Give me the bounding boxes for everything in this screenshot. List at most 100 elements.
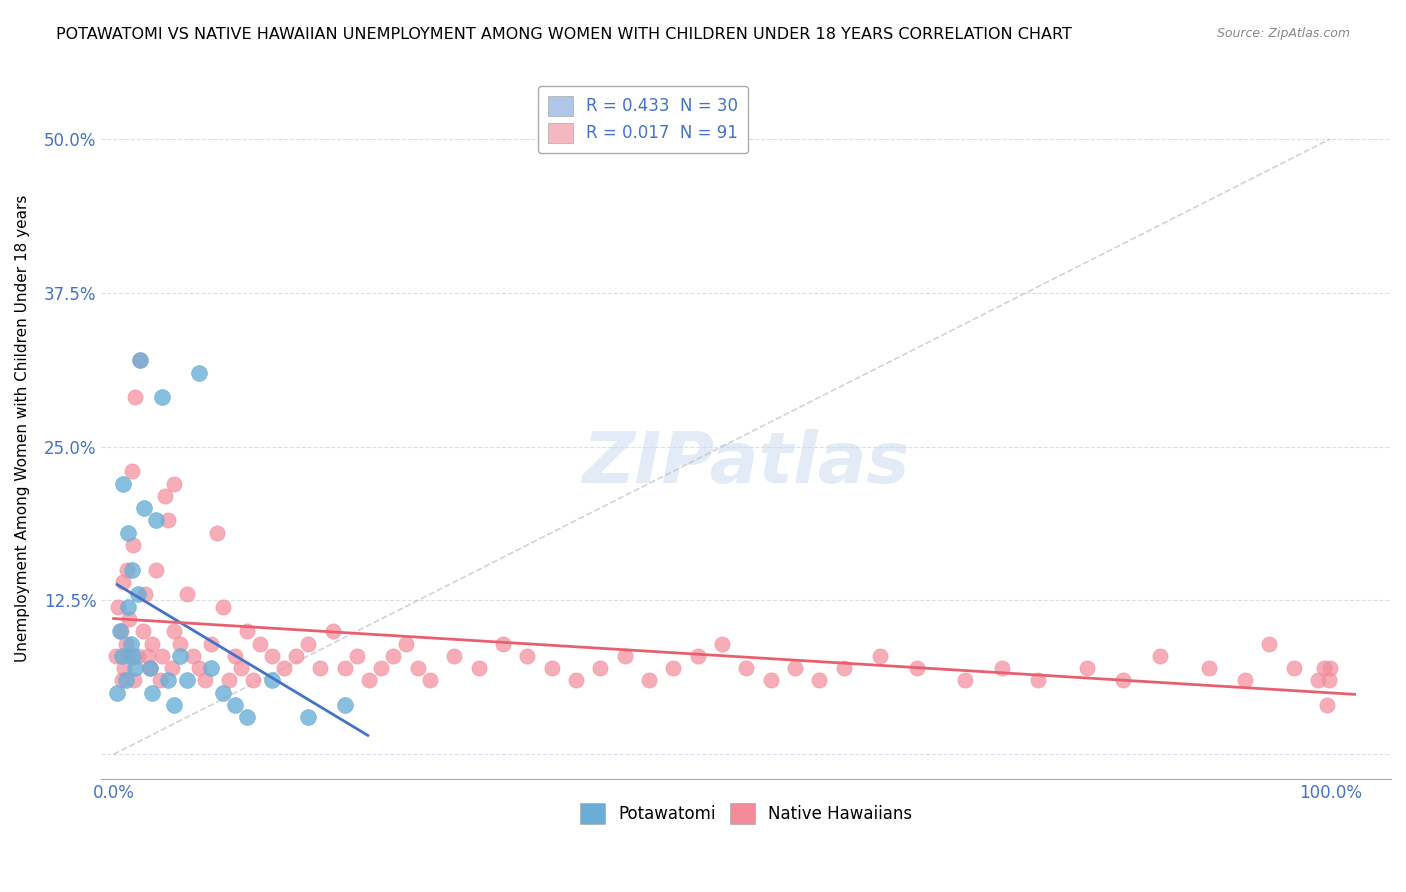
- Point: [236, 624, 259, 639]
- Point: [181, 648, 204, 663]
- Point: [114, 661, 136, 675]
- Point: [783, 661, 806, 675]
- Text: ZIPatlas: ZIPatlas: [582, 429, 910, 498]
- Point: [540, 661, 562, 675]
- Point: [236, 710, 259, 724]
- Point: [346, 648, 368, 663]
- Point: [357, 673, 380, 688]
- Point: [169, 648, 191, 663]
- Point: [260, 673, 283, 688]
- Point: [516, 648, 538, 663]
- Point: [260, 648, 283, 663]
- Point: [134, 587, 156, 601]
- Point: [492, 636, 515, 650]
- Point: [1317, 673, 1340, 688]
- Point: [150, 648, 173, 663]
- Point: [1319, 661, 1341, 675]
- Point: [107, 599, 129, 614]
- Point: [176, 587, 198, 601]
- Point: [111, 673, 134, 688]
- Point: [565, 673, 588, 688]
- Point: [759, 673, 782, 688]
- Point: [105, 686, 128, 700]
- Point: [333, 661, 356, 675]
- Point: [419, 673, 441, 688]
- Point: [467, 661, 489, 675]
- Point: [1315, 698, 1337, 712]
- Point: [176, 673, 198, 688]
- Point: [710, 636, 733, 650]
- Point: [333, 698, 356, 712]
- Point: [120, 636, 142, 650]
- Point: [160, 661, 183, 675]
- Point: [1258, 636, 1281, 650]
- Point: [613, 648, 636, 663]
- Point: [122, 673, 145, 688]
- Point: [187, 661, 209, 675]
- Point: [157, 673, 180, 688]
- Point: [1026, 673, 1049, 688]
- Point: [224, 698, 246, 712]
- Text: Source: ZipAtlas.com: Source: ZipAtlas.com: [1216, 27, 1350, 40]
- Point: [637, 673, 659, 688]
- Point: [309, 661, 332, 675]
- Point: [114, 636, 136, 650]
- Point: [1282, 661, 1305, 675]
- Point: [990, 661, 1012, 675]
- Point: [117, 525, 139, 540]
- Point: [115, 563, 138, 577]
- Point: [249, 636, 271, 650]
- Point: [297, 710, 319, 724]
- Point: [285, 648, 308, 663]
- Point: [1198, 661, 1220, 675]
- Point: [136, 648, 159, 663]
- Point: [589, 661, 612, 675]
- Point: [231, 661, 253, 675]
- Point: [200, 636, 222, 650]
- Point: [394, 636, 416, 650]
- Point: [1149, 648, 1171, 663]
- Point: [127, 587, 149, 601]
- Point: [141, 686, 163, 700]
- Point: [121, 563, 143, 577]
- Point: [117, 648, 139, 663]
- Point: [370, 661, 392, 675]
- Point: [169, 636, 191, 650]
- Point: [114, 673, 136, 688]
- Point: [139, 661, 162, 675]
- Point: [1313, 661, 1336, 675]
- Point: [224, 648, 246, 663]
- Point: [686, 648, 709, 663]
- Point: [212, 686, 235, 700]
- Point: [443, 648, 465, 663]
- Point: [153, 489, 176, 503]
- Point: [111, 648, 134, 663]
- Point: [132, 501, 155, 516]
- Point: [953, 673, 976, 688]
- Point: [1233, 673, 1256, 688]
- Point: [112, 476, 135, 491]
- Point: [1112, 673, 1135, 688]
- Point: [194, 673, 217, 688]
- Y-axis label: Unemployment Among Women with Children Under 18 years: Unemployment Among Women with Children U…: [15, 194, 30, 662]
- Point: [662, 661, 685, 675]
- Point: [124, 661, 146, 675]
- Point: [108, 624, 131, 639]
- Point: [869, 648, 891, 663]
- Point: [1076, 661, 1098, 675]
- Point: [382, 648, 405, 663]
- Point: [200, 661, 222, 675]
- Point: [242, 673, 264, 688]
- Point: [273, 661, 295, 675]
- Point: [157, 513, 180, 527]
- Point: [124, 391, 146, 405]
- Point: [832, 661, 855, 675]
- Point: [121, 464, 143, 478]
- Point: [218, 673, 240, 688]
- Point: [905, 661, 928, 675]
- Point: [122, 538, 145, 552]
- Point: [187, 366, 209, 380]
- Point: [141, 636, 163, 650]
- Point: [163, 698, 186, 712]
- Legend: Potawatomi, Native Hawaiians: Potawatomi, Native Hawaiians: [571, 793, 922, 834]
